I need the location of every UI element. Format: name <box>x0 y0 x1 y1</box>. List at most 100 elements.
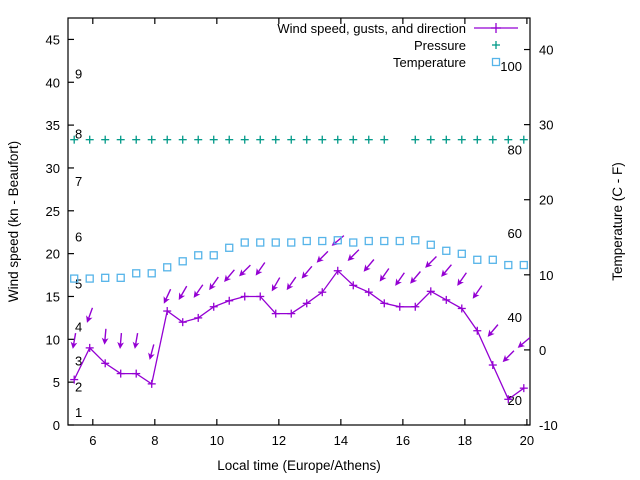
temperature-point <box>442 246 451 255</box>
y-left-tick-label: 40 <box>46 75 60 90</box>
fahrenheit-label: 100 <box>500 59 522 74</box>
wind-direction-arrow <box>148 344 155 360</box>
temperature-point <box>85 274 94 283</box>
plot-frame <box>67 17 531 426</box>
wind-direction-arrow <box>209 276 219 291</box>
wind-direction-arrow <box>86 307 94 323</box>
y-right-tick-label: 10 <box>539 268 553 283</box>
y-right-tick-label: 40 <box>539 43 553 58</box>
legend-label: Wind speed, gusts, and direction <box>277 21 466 36</box>
wind-direction-arrow <box>301 265 313 279</box>
wind-direction-arrow <box>239 264 251 277</box>
temperature-point <box>271 238 280 247</box>
temperature-point <box>209 251 218 260</box>
wind-direction-arrow <box>163 288 172 304</box>
x-axis-title: Local time (Europe/Athens) <box>217 458 381 473</box>
y-left-tick-label: 35 <box>46 118 60 133</box>
wind-direction-arrow <box>271 277 281 292</box>
wind-direction-arrow <box>472 285 483 299</box>
wind-direction-arrow <box>132 333 140 349</box>
temperature-point <box>70 274 79 283</box>
temperature-point <box>395 236 404 246</box>
y-left-tick-label: 45 <box>46 32 60 47</box>
beaufort-label: 2 <box>75 379 82 394</box>
beaufort-label: 9 <box>75 67 82 82</box>
wind-direction-arrow <box>410 271 421 284</box>
x-tick-label: 14 <box>334 433 348 448</box>
fahrenheit-label: 80 <box>508 142 522 157</box>
fahrenheit-label: 40 <box>508 310 522 325</box>
y-left-axis-title: Wind speed (kn - Beaufort) <box>6 141 21 302</box>
y-left-tick-label: 15 <box>46 289 60 304</box>
temperature-point <box>411 236 420 245</box>
temperature-point <box>364 236 373 246</box>
y-right-tick-label: 30 <box>539 118 553 133</box>
fahrenheit-label: 20 <box>508 393 522 408</box>
wind-direction-arrow <box>316 250 329 263</box>
temperature-point <box>519 260 528 270</box>
wind-direction-arrow <box>178 285 188 300</box>
wind-direction-arrow <box>117 332 124 349</box>
wind-direction-arrow <box>395 272 405 286</box>
temperature-point <box>132 269 141 278</box>
beaufort-label: 4 <box>75 319 82 334</box>
temperature-point <box>287 238 296 247</box>
legend-sample-marker <box>491 57 501 67</box>
wind-direction-arrow <box>363 259 375 272</box>
y-left-tick-label: 0 <box>53 418 60 433</box>
wind-speed-line <box>73 269 525 401</box>
x-tick-label: 18 <box>458 433 472 448</box>
y-right-tick-label: 20 <box>539 193 553 208</box>
y-left-tick-label: 20 <box>46 247 60 262</box>
fahrenheit-label: 60 <box>508 226 522 241</box>
y-left-tick-label: 5 <box>53 375 60 390</box>
wind-direction-arrow <box>457 272 467 286</box>
temperature-point <box>426 240 435 249</box>
temperature-point <box>194 251 203 260</box>
temperature-point <box>163 263 172 272</box>
y-right-tick-label: 0 <box>539 343 546 358</box>
temperature-point <box>256 238 265 247</box>
wind-direction-arrow <box>255 262 266 276</box>
x-tick-label: 20 <box>520 433 534 448</box>
temperature-point <box>302 236 311 246</box>
x-tick-label: 12 <box>272 433 286 448</box>
y-right-axis-title: Temperature (C - F) <box>610 162 625 281</box>
wind-direction-arrow <box>193 284 204 298</box>
temperature-point <box>333 236 342 245</box>
temperature-point <box>488 255 497 264</box>
wind-direction-arrow <box>379 268 390 282</box>
x-tick-label: 16 <box>396 433 410 448</box>
beaufort-label: 3 <box>75 354 82 369</box>
beaufort-label: 5 <box>75 277 82 292</box>
beaufort-label: 1 <box>75 405 82 420</box>
y-left-tick-label: 25 <box>46 204 60 219</box>
wind-direction-arrow <box>487 324 499 337</box>
temperature-point <box>504 260 513 270</box>
y-left-tick-label: 10 <box>46 332 60 347</box>
wind-direction-arrow <box>517 337 531 348</box>
wind-direction-arrow <box>502 350 515 363</box>
temperature-point <box>457 249 466 258</box>
wind-direction-arrow <box>286 276 297 291</box>
wind-direction-arrow <box>101 328 109 345</box>
temperature-point <box>240 238 249 247</box>
wind-direction-arrow <box>425 256 437 268</box>
temperature-point <box>225 243 234 252</box>
x-tick-label: 10 <box>210 433 224 448</box>
temperature-point <box>349 238 358 247</box>
beaufort-label: 8 <box>75 127 82 142</box>
wind-direction-arrow <box>70 333 78 349</box>
wind-direction-arrow <box>331 235 345 246</box>
temperature-point <box>318 236 327 246</box>
beaufort-label: 6 <box>75 229 82 244</box>
legend-label: Pressure <box>414 38 466 53</box>
temperature-point <box>147 269 156 278</box>
y-left-tick-label: 30 <box>46 161 60 176</box>
temperature-point <box>473 255 482 264</box>
wind-direction-arrow <box>441 264 452 277</box>
wind-direction-arrow <box>224 269 235 283</box>
x-tick-label: 6 <box>89 433 96 448</box>
